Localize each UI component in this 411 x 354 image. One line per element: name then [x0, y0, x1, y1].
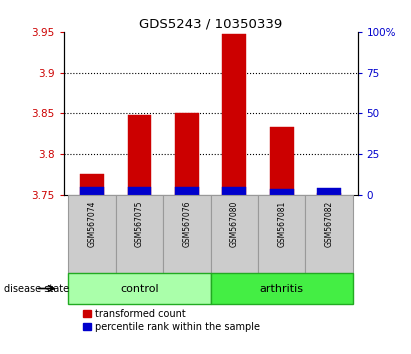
Bar: [211, 195, 258, 273]
Bar: [116, 195, 163, 273]
Bar: [80, 187, 104, 195]
Text: arthritis: arthritis: [260, 284, 304, 293]
Bar: [175, 113, 199, 195]
Bar: [128, 187, 151, 195]
Bar: [69, 273, 211, 304]
Bar: [80, 174, 104, 195]
Text: GSM567075: GSM567075: [135, 201, 144, 247]
Bar: [317, 193, 341, 195]
Bar: [222, 34, 246, 195]
Bar: [317, 188, 341, 195]
Bar: [305, 195, 353, 273]
Text: disease state: disease state: [4, 284, 69, 293]
Bar: [128, 115, 151, 195]
Bar: [163, 195, 211, 273]
Text: GSM567081: GSM567081: [277, 201, 286, 247]
Text: GSM567076: GSM567076: [182, 201, 192, 247]
Bar: [270, 127, 293, 195]
Bar: [222, 187, 246, 195]
Text: GSM567080: GSM567080: [230, 201, 239, 247]
Title: GDS5243 / 10350339: GDS5243 / 10350339: [139, 18, 282, 31]
Text: GSM567074: GSM567074: [88, 201, 97, 247]
Legend: transformed count, percentile rank within the sample: transformed count, percentile rank withi…: [83, 309, 260, 332]
Text: control: control: [120, 284, 159, 293]
Bar: [270, 189, 293, 195]
Bar: [69, 195, 116, 273]
Bar: [258, 195, 305, 273]
Bar: [175, 187, 199, 195]
Text: GSM567082: GSM567082: [325, 201, 334, 247]
Bar: [211, 273, 353, 304]
